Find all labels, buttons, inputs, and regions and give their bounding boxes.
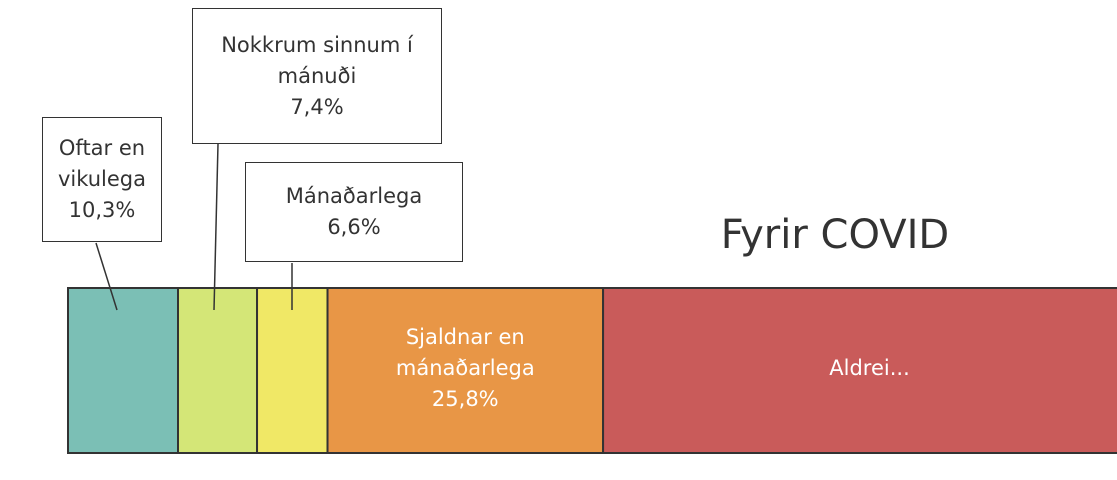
leader-line: [213, 143, 219, 311]
value-label: 6,6%: [327, 215, 381, 239]
value-label: 25,8%: [431, 387, 499, 411]
series-name: Nokkrum sinnum í mánuði: [221, 32, 413, 88]
bar-segment: [326, 287, 605, 454]
callout-label: Oftar en vikulega 10,3%: [42, 117, 162, 242]
bar-segment: [67, 287, 180, 454]
bar-segment: [602, 287, 1117, 454]
callout-label: Nokkrum sinnum í mánuði 7,4%: [192, 8, 442, 144]
leader-line: [95, 242, 118, 311]
bar-segment: [256, 287, 329, 454]
series-name: Aldrei...: [829, 356, 910, 380]
segment-label: Sjaldnar en mánaðarlega 25,8%: [355, 288, 575, 449]
callout-label: Mánaðarlega 6,6%: [245, 162, 463, 262]
bar-segment: [177, 287, 259, 454]
series-name: Oftar en vikulega: [57, 136, 147, 191]
segment-label: Aldrei...: [760, 288, 980, 449]
value-label: 10,3%: [68, 198, 136, 222]
value-label: 7,4%: [290, 94, 344, 119]
series-name: Sjaldnar en mánaðarlega: [395, 325, 535, 380]
chart-title: Fyrir COVID: [720, 212, 950, 258]
series-name: Mánaðarlega: [285, 184, 423, 208]
